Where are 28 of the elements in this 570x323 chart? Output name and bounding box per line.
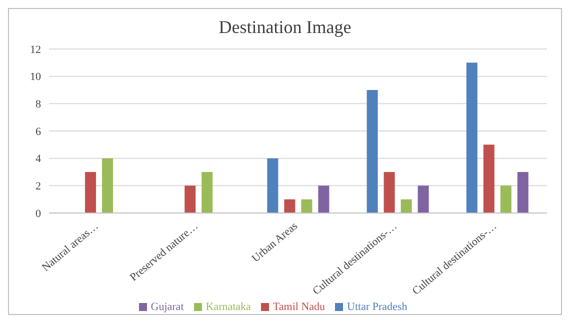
bar [267,158,278,213]
legend-label: Karnataka [206,301,251,313]
bar [466,62,478,213]
y-tick-label: 4 [36,153,42,166]
bar [483,144,494,213]
y-tick-label: 12 [30,44,41,56]
y-tick-label: 2 [36,180,41,193]
bar [102,158,113,213]
bar [301,199,312,213]
y-tick-label: 0 [36,208,42,220]
bar [184,186,196,213]
bar [400,199,412,213]
bar [202,172,213,213]
legend-label: Tamil Nadu [272,301,326,313]
legend-label: Gujarat [150,301,184,313]
y-tick-label: 8 [36,98,42,111]
bar [366,90,378,213]
bar [85,172,96,213]
y-tick-label: 6 [36,126,42,138]
bar [284,199,296,213]
bar [517,172,528,213]
y-tick-label: 10 [30,71,42,84]
legend-label: Uttar Pradesh [347,301,408,313]
chart-title: Destination Image [218,16,352,39]
bar [384,172,395,213]
bar [418,186,429,213]
bar [318,186,330,213]
bar [500,186,512,213]
